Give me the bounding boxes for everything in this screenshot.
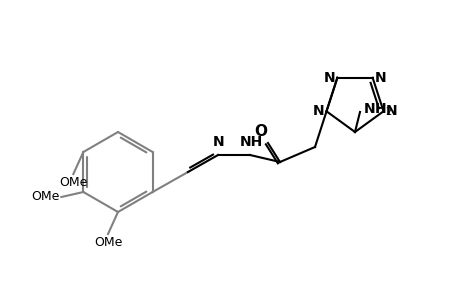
Text: N: N	[374, 71, 386, 85]
Text: N: N	[312, 104, 324, 118]
Text: O: O	[254, 124, 267, 139]
Text: N: N	[213, 135, 224, 149]
Text: NH$_2$: NH$_2$	[362, 102, 392, 118]
Text: N: N	[385, 104, 397, 118]
Text: OMe: OMe	[59, 176, 87, 189]
Text: N: N	[323, 71, 335, 85]
Text: NH: NH	[239, 135, 262, 149]
Text: OMe: OMe	[31, 190, 59, 202]
Text: OMe: OMe	[94, 236, 122, 249]
